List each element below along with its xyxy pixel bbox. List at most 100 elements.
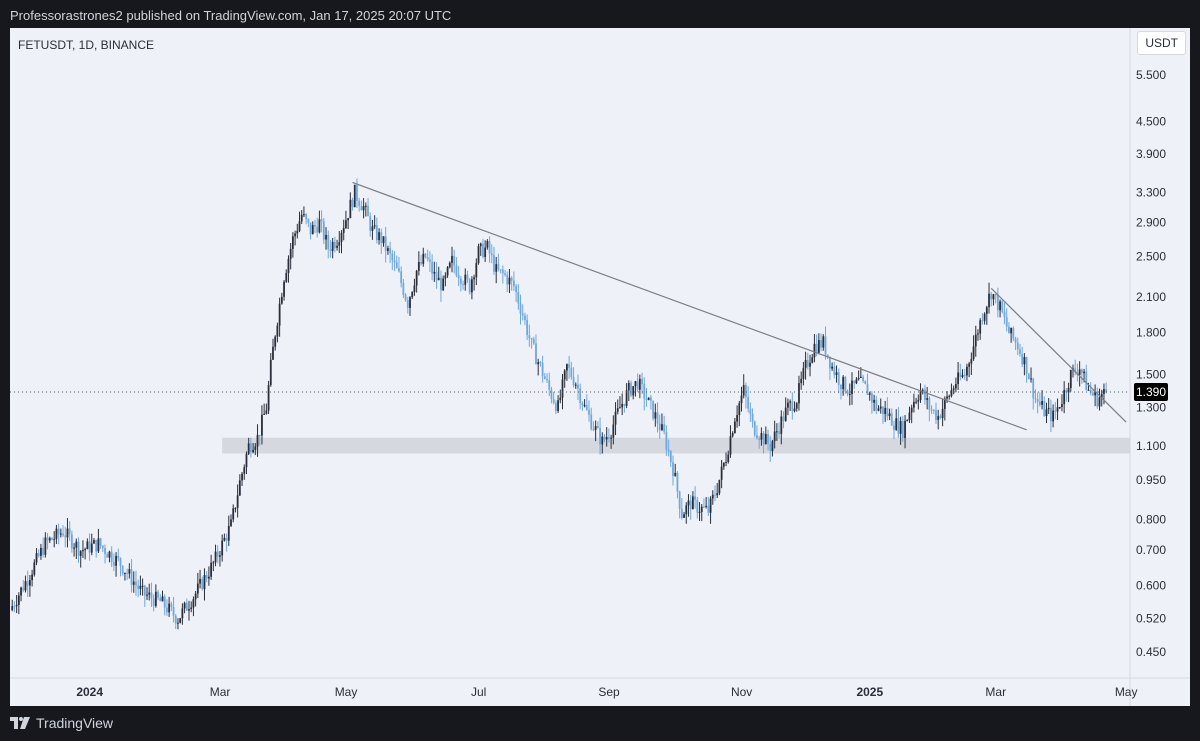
candle-body <box>44 537 47 555</box>
candle-body <box>552 398 555 403</box>
candle-body <box>101 545 104 548</box>
candle-body <box>161 596 164 602</box>
candle-body <box>364 205 367 207</box>
candle-body <box>855 379 858 384</box>
candle-body <box>729 436 732 455</box>
candle-body <box>1045 409 1048 417</box>
candle-body <box>517 292 520 304</box>
currency-button[interactable]: USDT <box>1137 31 1186 55</box>
candle-body <box>674 472 677 476</box>
candle-body <box>625 390 628 406</box>
candle-body <box>709 498 712 513</box>
candle-body <box>691 496 694 510</box>
candle-body <box>837 372 840 385</box>
candle-body <box>645 398 648 400</box>
candle-body <box>676 472 679 492</box>
candle-body <box>585 404 588 410</box>
candle-body <box>166 607 168 613</box>
candle-body <box>1096 391 1099 407</box>
candle-body <box>400 271 403 284</box>
candle-body <box>234 507 237 509</box>
candle-body <box>996 294 999 311</box>
candle-body <box>493 255 495 272</box>
candle-body <box>751 413 754 422</box>
candle-body <box>75 541 78 548</box>
candle-body <box>924 389 926 400</box>
candle-body <box>170 603 173 608</box>
candle-body <box>185 602 188 611</box>
candle-body <box>921 389 924 391</box>
candle-body <box>703 506 705 508</box>
candle-body <box>873 399 876 403</box>
price-chart[interactable]: 1.390 5.500 4.500 3.900 3.300 2.900 2.500 2.100… <box>10 28 1190 706</box>
candle-body <box>627 383 630 391</box>
candle-body <box>782 416 785 421</box>
y-tick-label: 0.700 <box>1136 543 1166 557</box>
candle-body <box>254 446 257 451</box>
candle-body <box>112 562 115 566</box>
candle-body <box>939 416 942 418</box>
candle-body <box>446 267 449 276</box>
candle-body <box>212 562 215 564</box>
candle-body <box>252 450 254 453</box>
candle-body <box>791 401 794 412</box>
candle-body <box>1065 390 1068 393</box>
candle-body <box>835 372 838 375</box>
chart-area[interactable]: 1.390 5.500 4.500 3.900 3.300 2.900 2.500 2.100… <box>10 28 1190 706</box>
candle-body <box>117 555 120 559</box>
candle-body <box>221 540 224 556</box>
candle-body <box>994 294 997 296</box>
candle-body <box>70 534 73 549</box>
candle-body <box>897 418 900 434</box>
candle-body <box>871 393 873 403</box>
candle-body <box>661 424 663 431</box>
candle-body <box>546 378 548 381</box>
candle-body <box>77 541 80 556</box>
candle-body <box>515 286 517 293</box>
tradingview-logo-icon[interactable] <box>10 717 30 729</box>
candle-body <box>108 551 111 558</box>
candle-body <box>68 528 71 535</box>
symbol-label[interactable]: FETUSDT, 1D, BINANCE <box>18 38 155 52</box>
candle-body <box>780 416 783 434</box>
brand-name[interactable]: TradingView <box>36 715 114 731</box>
candle-body <box>22 587 25 591</box>
candle-body <box>508 277 511 285</box>
candle-body <box>154 591 157 606</box>
candle-body <box>570 367 573 378</box>
candle-body <box>345 220 347 228</box>
candle-body <box>219 555 221 557</box>
candle-body <box>415 270 418 286</box>
candle-body <box>731 432 734 437</box>
candle-body <box>261 414 263 436</box>
x-tick-label: Jul <box>471 685 486 699</box>
candle-body <box>473 277 475 280</box>
candle-body <box>152 598 155 606</box>
candle-body <box>650 397 652 401</box>
candle-body <box>183 602 186 609</box>
candle-body <box>1012 327 1015 339</box>
last-price-label: 1.390 <box>1136 385 1166 399</box>
candle-body <box>992 294 995 300</box>
candle-body <box>541 362 544 377</box>
candle-body <box>694 496 696 500</box>
candle-body <box>84 549 87 551</box>
candle-body <box>930 409 933 411</box>
candle-body <box>406 300 409 308</box>
candle-body <box>37 553 40 556</box>
candle-body <box>698 511 701 513</box>
candle-body <box>384 236 387 251</box>
candle-body <box>720 466 723 480</box>
candle-body <box>954 384 957 389</box>
candle-body <box>904 420 906 438</box>
candle-body <box>912 401 915 408</box>
candle-body <box>840 384 842 390</box>
candle-body <box>638 378 641 390</box>
candle-body <box>486 241 489 248</box>
candle-body <box>482 243 484 258</box>
candle-body <box>466 274 469 280</box>
candle-body <box>521 313 524 316</box>
candle-body <box>711 494 714 499</box>
candle-body <box>462 284 464 286</box>
x-tick-label: 2025 <box>856 685 883 699</box>
